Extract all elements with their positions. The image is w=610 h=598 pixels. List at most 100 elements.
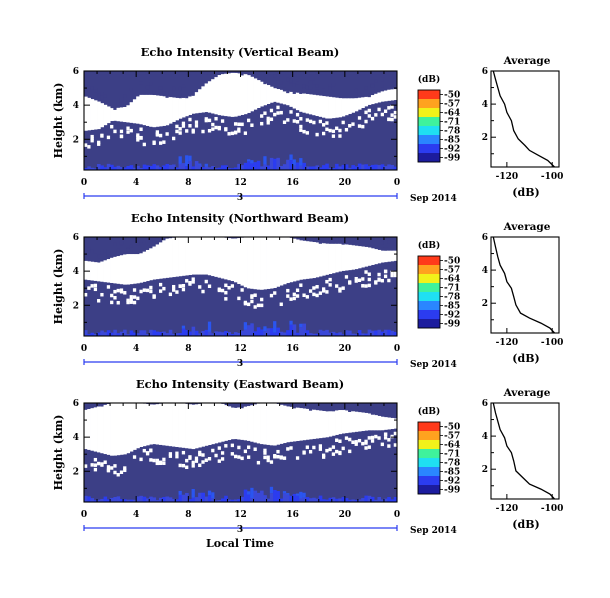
no-data-speck (90, 463, 94, 467)
no-data-cell (158, 95, 163, 127)
colorbar-label: -57 (444, 100, 460, 110)
surface-echo (129, 165, 134, 170)
no-data-cell (220, 74, 225, 116)
no-data-speck (175, 290, 179, 294)
no-data-cell (162, 96, 166, 126)
no-data-cell (145, 249, 150, 282)
no-data-cell (139, 403, 144, 447)
no-data-cell (299, 93, 303, 112)
echo-speck (331, 407, 336, 412)
no-data-cell (158, 403, 163, 445)
no-data-cell (256, 80, 261, 108)
surface-echo (305, 497, 310, 502)
echo-speck (188, 93, 192, 97)
no-data-cell (276, 89, 281, 103)
surface-echo (325, 163, 329, 170)
no-data-speck (331, 134, 336, 138)
no-data-cell (233, 238, 238, 283)
no-data-speck (354, 279, 358, 283)
average-line (492, 402, 555, 500)
no-data-speck (139, 136, 143, 140)
no-data-cell (110, 108, 114, 122)
no-data-speck (266, 118, 270, 123)
echo-speck (380, 411, 384, 415)
no-data-speck (354, 440, 358, 444)
no-data-cell (354, 98, 359, 112)
no-data-cell (181, 237, 186, 276)
no-data-cell (364, 96, 369, 107)
no-data-speck (387, 438, 391, 442)
no-data-speck (155, 458, 159, 463)
no-data-speck (276, 449, 280, 454)
no-data-speck (305, 131, 309, 135)
echo-speck (367, 408, 371, 412)
surface-echo (299, 165, 303, 170)
echo-speck (331, 82, 336, 87)
no-data-speck (198, 452, 202, 457)
no-data-speck (181, 463, 186, 468)
surface-echo (188, 155, 192, 161)
no-data-cell (220, 237, 225, 279)
no-data-speck (129, 298, 133, 302)
echo-speck (308, 407, 313, 411)
surface-echo (344, 498, 349, 502)
surface-echo (276, 327, 280, 336)
no-data-cell (344, 98, 349, 116)
no-data-cell (266, 403, 271, 445)
surface-echo (338, 498, 342, 502)
colorbar-swatch (418, 117, 440, 127)
no-data-speck (97, 461, 101, 466)
x-tick-label: 0 (394, 344, 400, 354)
surface-echo (295, 495, 300, 502)
no-data-cell (152, 246, 157, 280)
surface-echo (185, 166, 189, 170)
echo-speck (354, 88, 358, 93)
no-data-speck (335, 449, 339, 454)
no-data-cell (129, 254, 134, 285)
no-data-speck (149, 289, 153, 294)
no-data-speck (168, 452, 173, 456)
no-data-speck (266, 458, 270, 463)
surface-echo (123, 329, 127, 336)
no-data-cell (188, 237, 192, 275)
surface-echo (165, 333, 170, 336)
surface-echo (387, 329, 391, 336)
no-data-cell (106, 259, 111, 283)
no-data-speck (201, 453, 205, 457)
no-data-speck (119, 470, 124, 475)
echo-speck (367, 93, 371, 98)
no-data-cell (110, 403, 114, 456)
no-data-speck (168, 454, 173, 458)
echo-speck (191, 92, 195, 96)
no-data-speck (237, 127, 241, 132)
no-data-speck (194, 124, 199, 128)
surface-echo (162, 165, 166, 170)
no-data-speck (341, 120, 345, 125)
no-data-speck (361, 124, 365, 129)
no-data-speck (286, 118, 290, 122)
no-data-speck (269, 108, 274, 113)
colorbar-swatch (418, 440, 440, 450)
surface-echo (315, 333, 320, 336)
average-profile: Average 6 4 2 -120 -100(dB) (482, 387, 564, 531)
colorbar-label: -64 (444, 275, 460, 285)
surface-echo (338, 166, 342, 170)
no-data-cell (292, 407, 297, 442)
no-data-cell (84, 409, 88, 450)
y-axis-label: Height (km) (52, 415, 65, 491)
panel-3: Echo Intensity (Eastward Beam)0 4 8 12 16 20 0… (52, 377, 563, 550)
colorbar-swatch (418, 274, 440, 284)
colorbar-swatch (418, 458, 440, 468)
surface-echo (341, 334, 346, 336)
no-data-cell (201, 86, 206, 113)
average-y-tick-label: 2 (482, 465, 488, 475)
surface-echo (273, 321, 277, 333)
no-data-speck (357, 278, 362, 283)
surface-echo (364, 495, 368, 502)
no-data-cell (315, 242, 320, 278)
no-data-cell (308, 409, 313, 440)
no-data-speck (380, 442, 384, 447)
colorbar-unit: (dB) (418, 240, 440, 251)
surface-echo (181, 163, 186, 170)
no-data-cell (250, 405, 254, 442)
